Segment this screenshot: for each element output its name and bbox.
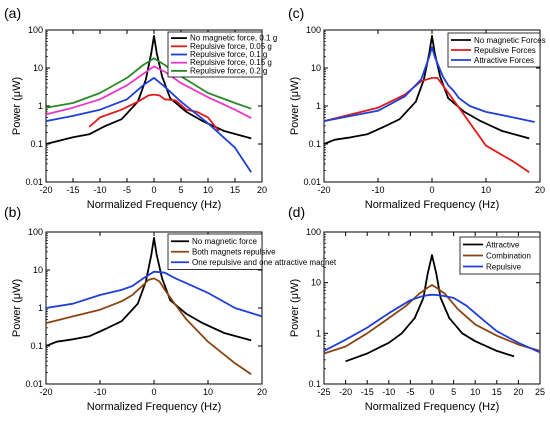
y-axis-label: Power (μW) <box>289 77 301 135</box>
chart-panel-d: (d) -25 -20 -15 -10 -5 0 5 10 15 20 25 0.1 1 10 100 Norm… <box>288 204 545 413</box>
x-tick-label: 20 <box>257 387 267 397</box>
legend-entry: No magnetic force, 0.1 g <box>190 34 277 43</box>
x-tick-label: -10 <box>93 185 106 195</box>
series-line <box>45 270 263 318</box>
series-line <box>323 46 535 123</box>
x-tick-label: -20 <box>39 185 52 195</box>
x-tick-label: -20 <box>39 387 52 397</box>
legend-entry: Attractive <box>486 240 520 249</box>
x-tick-label: 20 <box>257 185 267 195</box>
series-line <box>45 77 252 173</box>
x-tick-label: 10 <box>470 387 480 397</box>
series-line <box>45 57 252 110</box>
y-tick-label: 10 <box>311 63 321 73</box>
x-tick-label: -15 <box>66 185 79 195</box>
x-tick-label: 10 <box>203 387 213 397</box>
x-tick-label: 10 <box>481 185 491 195</box>
y-tick-label: 1 <box>316 101 321 111</box>
y-tick-label: 0.1 <box>308 379 321 389</box>
legend-entry: Combination <box>486 251 531 260</box>
y-tick-label: 0.01 <box>303 177 321 187</box>
x-tick-label: -5 <box>123 185 131 195</box>
series-line <box>45 35 252 145</box>
legend-entry: Repulsive Forces <box>474 46 536 55</box>
y-axis-label: Power (μW) <box>11 279 23 337</box>
x-axis-label: Normalized Frequency (Hz) <box>365 199 499 211</box>
legend-entry: One repulsive and one attractive magnet <box>192 258 337 267</box>
x-tick-label: -25 <box>317 387 330 397</box>
y-tick-label: 0.1 <box>30 341 43 351</box>
x-tick-label: 0 <box>429 185 434 195</box>
y-tick-label: 0.01 <box>25 177 43 187</box>
legend: Attractive Combination Repulsive <box>459 236 541 275</box>
legend-entry: Repulsive force, 0.2 g <box>190 66 267 75</box>
y-tick-label: 1 <box>38 101 43 111</box>
x-tick-label: 15 <box>230 185 240 195</box>
y-tick-label: 0.1 <box>30 139 43 149</box>
legend-box <box>167 233 263 270</box>
y-tick-label: 0.01 <box>25 379 43 389</box>
series-line <box>323 293 541 354</box>
x-tick-label: -20 <box>339 387 352 397</box>
x-tick-label: 25 <box>535 387 545 397</box>
legend-entry: Repulsive force, 0.1 g <box>190 50 267 59</box>
y-tick-label: 10 <box>33 63 43 73</box>
series-line <box>323 284 541 355</box>
x-tick-label: 0 <box>151 387 156 397</box>
series-line <box>88 93 220 132</box>
x-tick-label: 5 <box>451 387 456 397</box>
x-tick-label: -10 <box>93 387 106 397</box>
x-tick-label: -20 <box>317 185 330 195</box>
x-axis-label: Normalized Frequency (Hz) <box>87 401 221 413</box>
x-tick-label: 5 <box>178 185 183 195</box>
series-line <box>323 35 530 145</box>
chart-panel-b: (b) -20 -10 0 10 20 0.01 0.1 1 10 100 Normalized Fr… <box>4 204 337 413</box>
x-tick-label: 10 <box>203 185 213 195</box>
y-tick-label: 100 <box>28 25 43 35</box>
legend-entry: No magnetic Forces <box>474 36 546 45</box>
y-tick-label: 100 <box>306 227 321 237</box>
x-tick-label: 20 <box>513 387 523 397</box>
x-tick-label: -5 <box>406 387 414 397</box>
y-tick-label: 100 <box>28 227 43 237</box>
series-line <box>45 65 252 119</box>
legend-entry: Both magnets repulsive <box>192 247 276 256</box>
series-line <box>345 254 515 363</box>
panel-label: (d) <box>288 204 305 220</box>
y-axis-label: Power (μW) <box>11 77 23 135</box>
y-tick-label: 1 <box>38 303 43 313</box>
panel-label: (a) <box>4 5 21 21</box>
y-tick-label: 10 <box>33 265 43 275</box>
chart-panel-a: (a) -20 -15 -10 -5 0 5 10 15 20 0.01 0.1 1 10 100 Norma… <box>4 5 277 211</box>
y-tick-label: 1 <box>316 328 321 338</box>
x-tick-label: 0 <box>429 387 434 397</box>
x-axis-label: Normalized Frequency (Hz) <box>365 401 499 413</box>
series-line <box>323 77 530 174</box>
series-line <box>45 236 252 347</box>
y-tick-label: 100 <box>306 25 321 35</box>
x-tick-label: -10 <box>382 387 395 397</box>
x-tick-label: 0 <box>151 185 156 195</box>
x-tick-label: 20 <box>535 185 545 195</box>
x-axis-label: Normalized Frequency (Hz) <box>87 199 221 211</box>
x-tick-label: 15 <box>492 387 502 397</box>
panel-label: (b) <box>4 204 21 220</box>
y-axis-label: Power (μW) <box>289 279 301 337</box>
series-line <box>45 277 252 376</box>
chart-panel-c: (c) -20 -10 0 10 20 0.01 0.1 1 10 100 Normalized Fr… <box>288 5 546 211</box>
y-tick-label: 0.1 <box>308 139 321 149</box>
x-tick-label: -15 <box>361 387 374 397</box>
legend-entry: Repulsive force, 0.05 g <box>190 42 272 51</box>
legend-entry: Repulsive force, 0.15 g <box>190 58 272 67</box>
legend-entry: Attractive Forces <box>474 56 534 65</box>
legend-entry: Repulsive <box>486 262 522 271</box>
legend-entry: No magnetic force <box>192 237 257 246</box>
panel-label: (c) <box>288 5 304 21</box>
y-tick-label: 10 <box>311 278 321 288</box>
x-tick-label: -10 <box>371 185 384 195</box>
